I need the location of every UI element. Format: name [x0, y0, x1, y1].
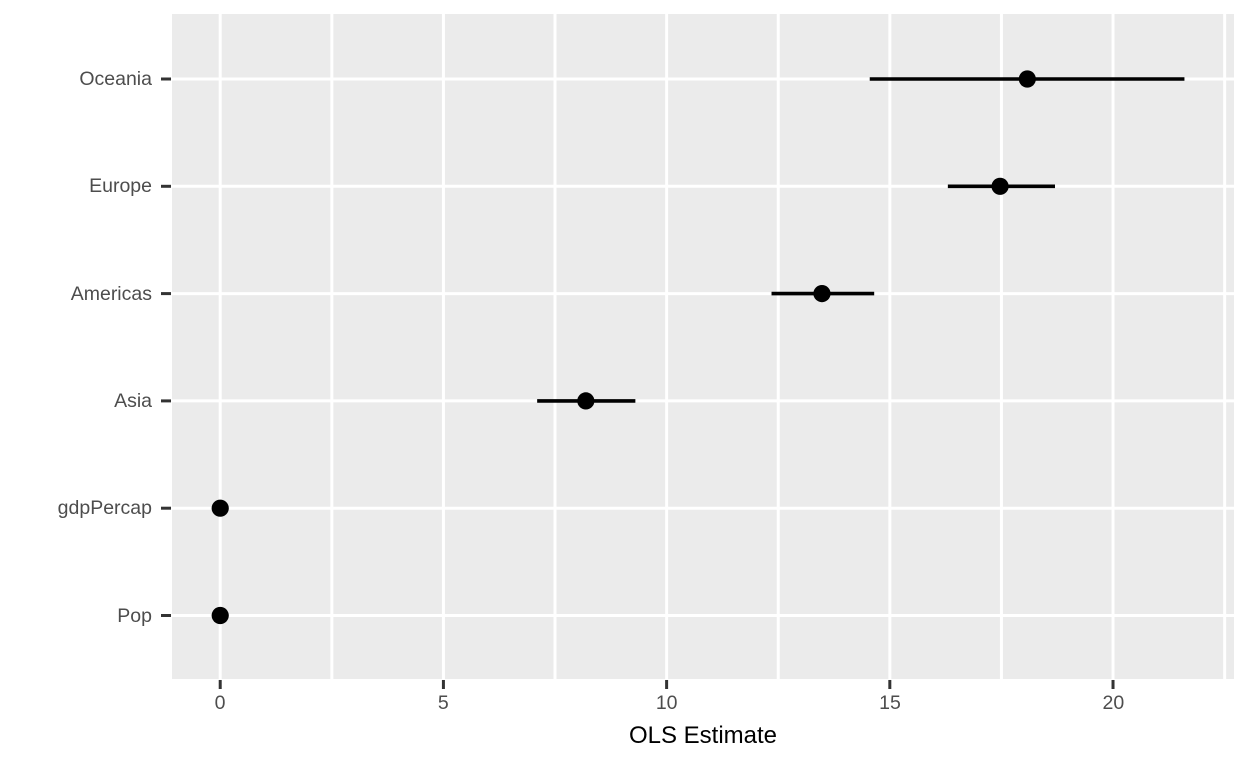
- y-axis-label-americas: Americas: [70, 282, 152, 305]
- y-axis-label-europe: Europe: [89, 175, 152, 198]
- x-tick-label-15: 15: [879, 692, 901, 714]
- y-axis-label-oceania: Oceania: [79, 68, 152, 90]
- y-axis-label-pop: Pop: [117, 604, 152, 627]
- x-tick-label-10: 10: [655, 692, 678, 714]
- x-axis-title: OLS Estimate: [628, 722, 778, 749]
- point-oceania: [1018, 70, 1036, 88]
- point-americas: [813, 285, 831, 303]
- panel-background: [172, 14, 1234, 679]
- x-tick-label-20: 20: [1102, 692, 1125, 714]
- y-axis-label-asia: Asia: [114, 389, 152, 412]
- x-tick-label-5: 5: [437, 692, 449, 714]
- point-asia: [577, 392, 595, 410]
- point-pop: [211, 606, 229, 625]
- y-axis-label-gdppercap: gdpPercap: [57, 497, 152, 520]
- point-europe: [991, 177, 1009, 195]
- x-tick-label-0: 0: [214, 692, 226, 714]
- point-gdppercap: [211, 499, 229, 517]
